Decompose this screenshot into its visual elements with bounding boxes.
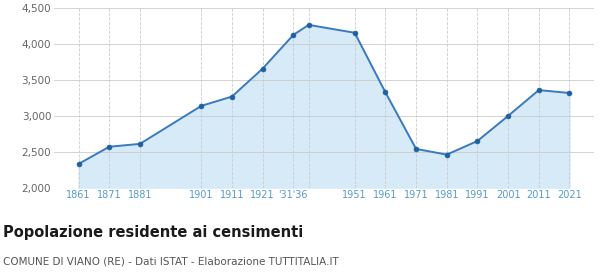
Text: COMUNE DI VIANO (RE) - Dati ISTAT - Elaborazione TUTTITALIA.IT: COMUNE DI VIANO (RE) - Dati ISTAT - Elab… [3, 256, 339, 266]
Text: Popolazione residente ai censimenti: Popolazione residente ai censimenti [3, 225, 303, 241]
